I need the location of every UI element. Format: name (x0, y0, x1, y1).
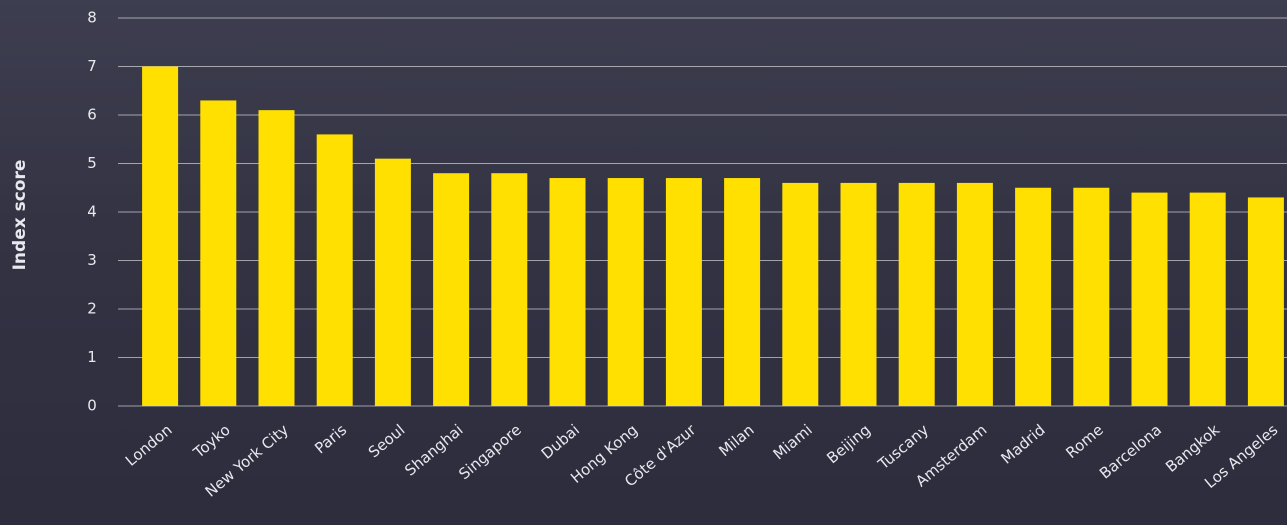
bar (258, 110, 295, 407)
bar (898, 182, 935, 406)
bar (840, 182, 877, 406)
y-tick-label: 7 (87, 57, 97, 75)
bar (316, 134, 353, 406)
y-tick-label: 8 (87, 9, 97, 27)
y-axis-label: Index score (10, 160, 30, 271)
bar (665, 178, 702, 406)
y-tick-label: 2 (87, 300, 97, 318)
y-tick-label: 3 (87, 251, 97, 269)
y-tick-label: 0 (87, 397, 97, 415)
bar (782, 182, 819, 406)
bar (724, 178, 761, 406)
y-tick-label: 5 (87, 154, 97, 172)
bar (491, 173, 528, 406)
bar (1131, 192, 1168, 406)
bar (1073, 187, 1110, 406)
y-tick-label: 4 (87, 203, 97, 221)
y-tick-label: 6 (87, 106, 97, 124)
bar (200, 100, 237, 406)
bar (1015, 187, 1052, 406)
bar (142, 66, 179, 406)
bar (956, 182, 993, 406)
bar (607, 178, 644, 406)
bar (433, 173, 470, 406)
bar (1247, 197, 1284, 406)
y-tick-label: 1 (87, 348, 97, 366)
bar (374, 158, 411, 406)
bar (1189, 192, 1226, 406)
bar (549, 178, 586, 406)
